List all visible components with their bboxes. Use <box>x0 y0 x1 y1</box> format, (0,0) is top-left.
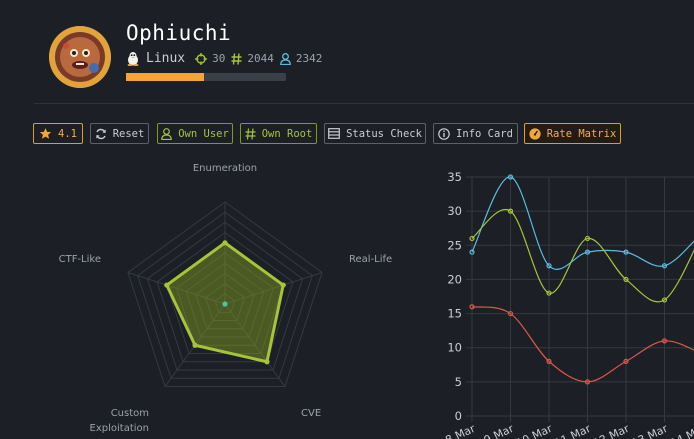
radar-center-point <box>222 301 228 307</box>
series-point <box>661 297 668 303</box>
series-point <box>469 249 475 255</box>
profile-header: Ophiuchi Linux 30 <box>0 0 694 110</box>
status-check-button[interactable]: Status Check <box>324 123 426 144</box>
radar-grid-ring <box>175 252 275 346</box>
gauge-icon <box>529 127 541 140</box>
x-tick-label: 10 Mar <box>514 422 555 439</box>
series-line <box>471 306 694 383</box>
series-point <box>507 208 514 214</box>
series-line <box>471 208 694 303</box>
rate-matrix-radar-chart: Enumeration Real-Life CVE Custom Exploitatio… <box>59 163 393 434</box>
info-icon <box>438 127 450 140</box>
radar-grid-ring <box>137 211 313 379</box>
radar-grid-ring <box>214 293 236 313</box>
x-tick-label: 8 Mar <box>443 422 477 439</box>
radar-axis-label: Enumeration <box>193 163 257 174</box>
series-point <box>546 263 552 269</box>
y-tick-label: 30 <box>447 204 462 218</box>
radar-grid-ring <box>205 282 245 322</box>
radar-spoke <box>224 272 323 305</box>
radar-spoke <box>224 303 286 387</box>
radar-data-point <box>164 282 170 288</box>
crosshair-icon <box>195 52 208 65</box>
y-tick-label: 5 <box>455 375 462 389</box>
radar-axis-label: CTF-Like <box>59 254 101 265</box>
linux-penguin-icon <box>126 51 140 66</box>
header-divider <box>34 103 694 104</box>
series-point <box>546 358 552 364</box>
user-icon <box>161 127 173 140</box>
series-point <box>584 235 591 242</box>
status-check-label: Status Check <box>346 127 422 140</box>
own-user-label: Own User <box>178 127 229 140</box>
info-card-label: Info Card <box>456 127 513 140</box>
rate-matrix-label: Rate Matrix <box>546 127 617 140</box>
radar-grid-ring <box>156 231 294 363</box>
radar-axis-label: CVE <box>301 408 321 419</box>
series-point <box>623 249 629 255</box>
x-tick-label: 12 Mar <box>591 422 632 439</box>
radar-data-point <box>280 282 286 288</box>
y-tick-label: 10 <box>447 341 462 355</box>
progress-bar <box>126 73 286 81</box>
radar-axis-label: Real-Life <box>349 254 392 265</box>
radar-grid-ring <box>195 272 255 330</box>
own-root-button[interactable]: Own Root <box>240 123 317 144</box>
own-root-label: Own Root <box>261 127 313 140</box>
os-label: Linux <box>146 51 186 66</box>
rating-value: 4.1 <box>58 127 77 140</box>
series-point <box>661 338 668 344</box>
series-point <box>507 174 514 180</box>
radar-data-point <box>192 342 198 348</box>
user-icon <box>280 52 291 65</box>
series-point <box>661 263 668 269</box>
radar-grid-ring <box>146 221 304 371</box>
user-owns-value: 2342 <box>295 52 323 65</box>
series-point <box>469 304 475 310</box>
rating-button[interactable]: 4.1 <box>33 123 83 144</box>
machine-name: Ophiuchi <box>126 21 232 45</box>
x-tick-label: 13 Mar <box>630 422 671 439</box>
root-owns-value: 2044 <box>247 52 274 65</box>
series-line <box>471 176 694 270</box>
reset-label: Reset <box>112 127 145 140</box>
series-point <box>584 379 591 385</box>
radar-data-point <box>264 359 270 365</box>
series-point <box>469 235 475 242</box>
x-tick-label: 9 Mar <box>482 422 516 439</box>
star-icon <box>39 127 52 140</box>
y-tick-label: 15 <box>447 307 462 321</box>
machine-meta: Linux 30 2044 2342 <box>126 51 328 66</box>
hash-icon <box>245 127 256 140</box>
y-tick-label: 35 <box>447 170 462 184</box>
series-point <box>507 310 514 317</box>
radar-grid-ring <box>127 201 323 388</box>
reset-button[interactable]: Reset <box>90 123 149 144</box>
radar-grid-ring <box>185 262 265 338</box>
machine-avatar <box>49 26 111 88</box>
series-point <box>623 358 629 364</box>
rate-matrix-button[interactable]: Rate Matrix <box>524 123 621 144</box>
y-tick-label: 20 <box>447 272 462 286</box>
own-user-button[interactable]: Own User <box>157 123 233 144</box>
points-value: 30 <box>212 52 226 65</box>
table-icon <box>328 128 340 139</box>
info-card-button[interactable]: Info Card <box>433 123 518 144</box>
x-tick-label: 11 Mar <box>553 422 594 439</box>
series-point <box>584 249 591 255</box>
hash-icon <box>231 52 242 65</box>
radar-spoke <box>127 272 226 305</box>
series-point <box>546 290 552 296</box>
radar-data-point <box>222 240 228 246</box>
series-point <box>623 276 629 283</box>
radar-axis-label: Custom Exploitation <box>90 408 149 434</box>
progress-fill <box>126 73 205 81</box>
refresh-icon <box>95 128 107 140</box>
y-tick-label: 0 <box>455 409 462 423</box>
x-tick-label: 14 Mar <box>668 422 694 439</box>
y-tick-label: 25 <box>447 238 462 252</box>
